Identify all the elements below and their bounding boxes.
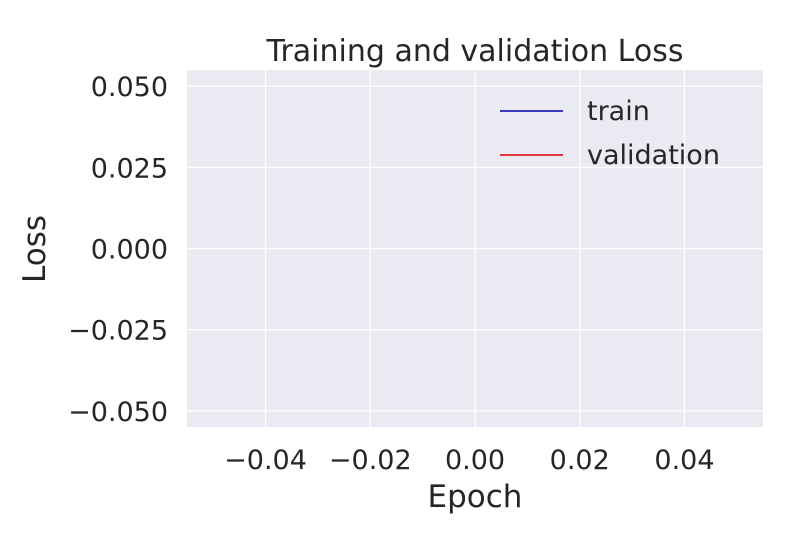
legend: train validation (500, 96, 720, 171)
x-tick-label: −0.04 (224, 445, 307, 476)
x-tick-label: 0.02 (550, 445, 610, 476)
chart-title: Training and validation Loss (266, 34, 684, 69)
legend-label-train: train (587, 96, 650, 127)
grid-lines (187, 70, 763, 427)
x-axis-label: Epoch (428, 479, 523, 515)
y-tick-label: 0.025 (91, 153, 168, 184)
y-tick-label: 0.050 (91, 72, 168, 103)
y-tick-labels: −0.050 −0.025 0.000 0.025 0.050 (68, 72, 168, 428)
legend-label-validation: validation (587, 140, 720, 171)
x-tick-label: 0.04 (654, 445, 714, 476)
x-tick-labels: −0.04 −0.02 0.00 0.02 0.04 (224, 445, 714, 476)
y-tick-label: −0.050 (68, 397, 168, 428)
y-tick-label: 0.000 (91, 235, 168, 266)
x-tick-label: −0.02 (329, 445, 412, 476)
x-tick-label: 0.00 (445, 445, 505, 476)
y-axis-label: Loss (17, 215, 53, 283)
y-tick-label: −0.025 (68, 316, 168, 347)
